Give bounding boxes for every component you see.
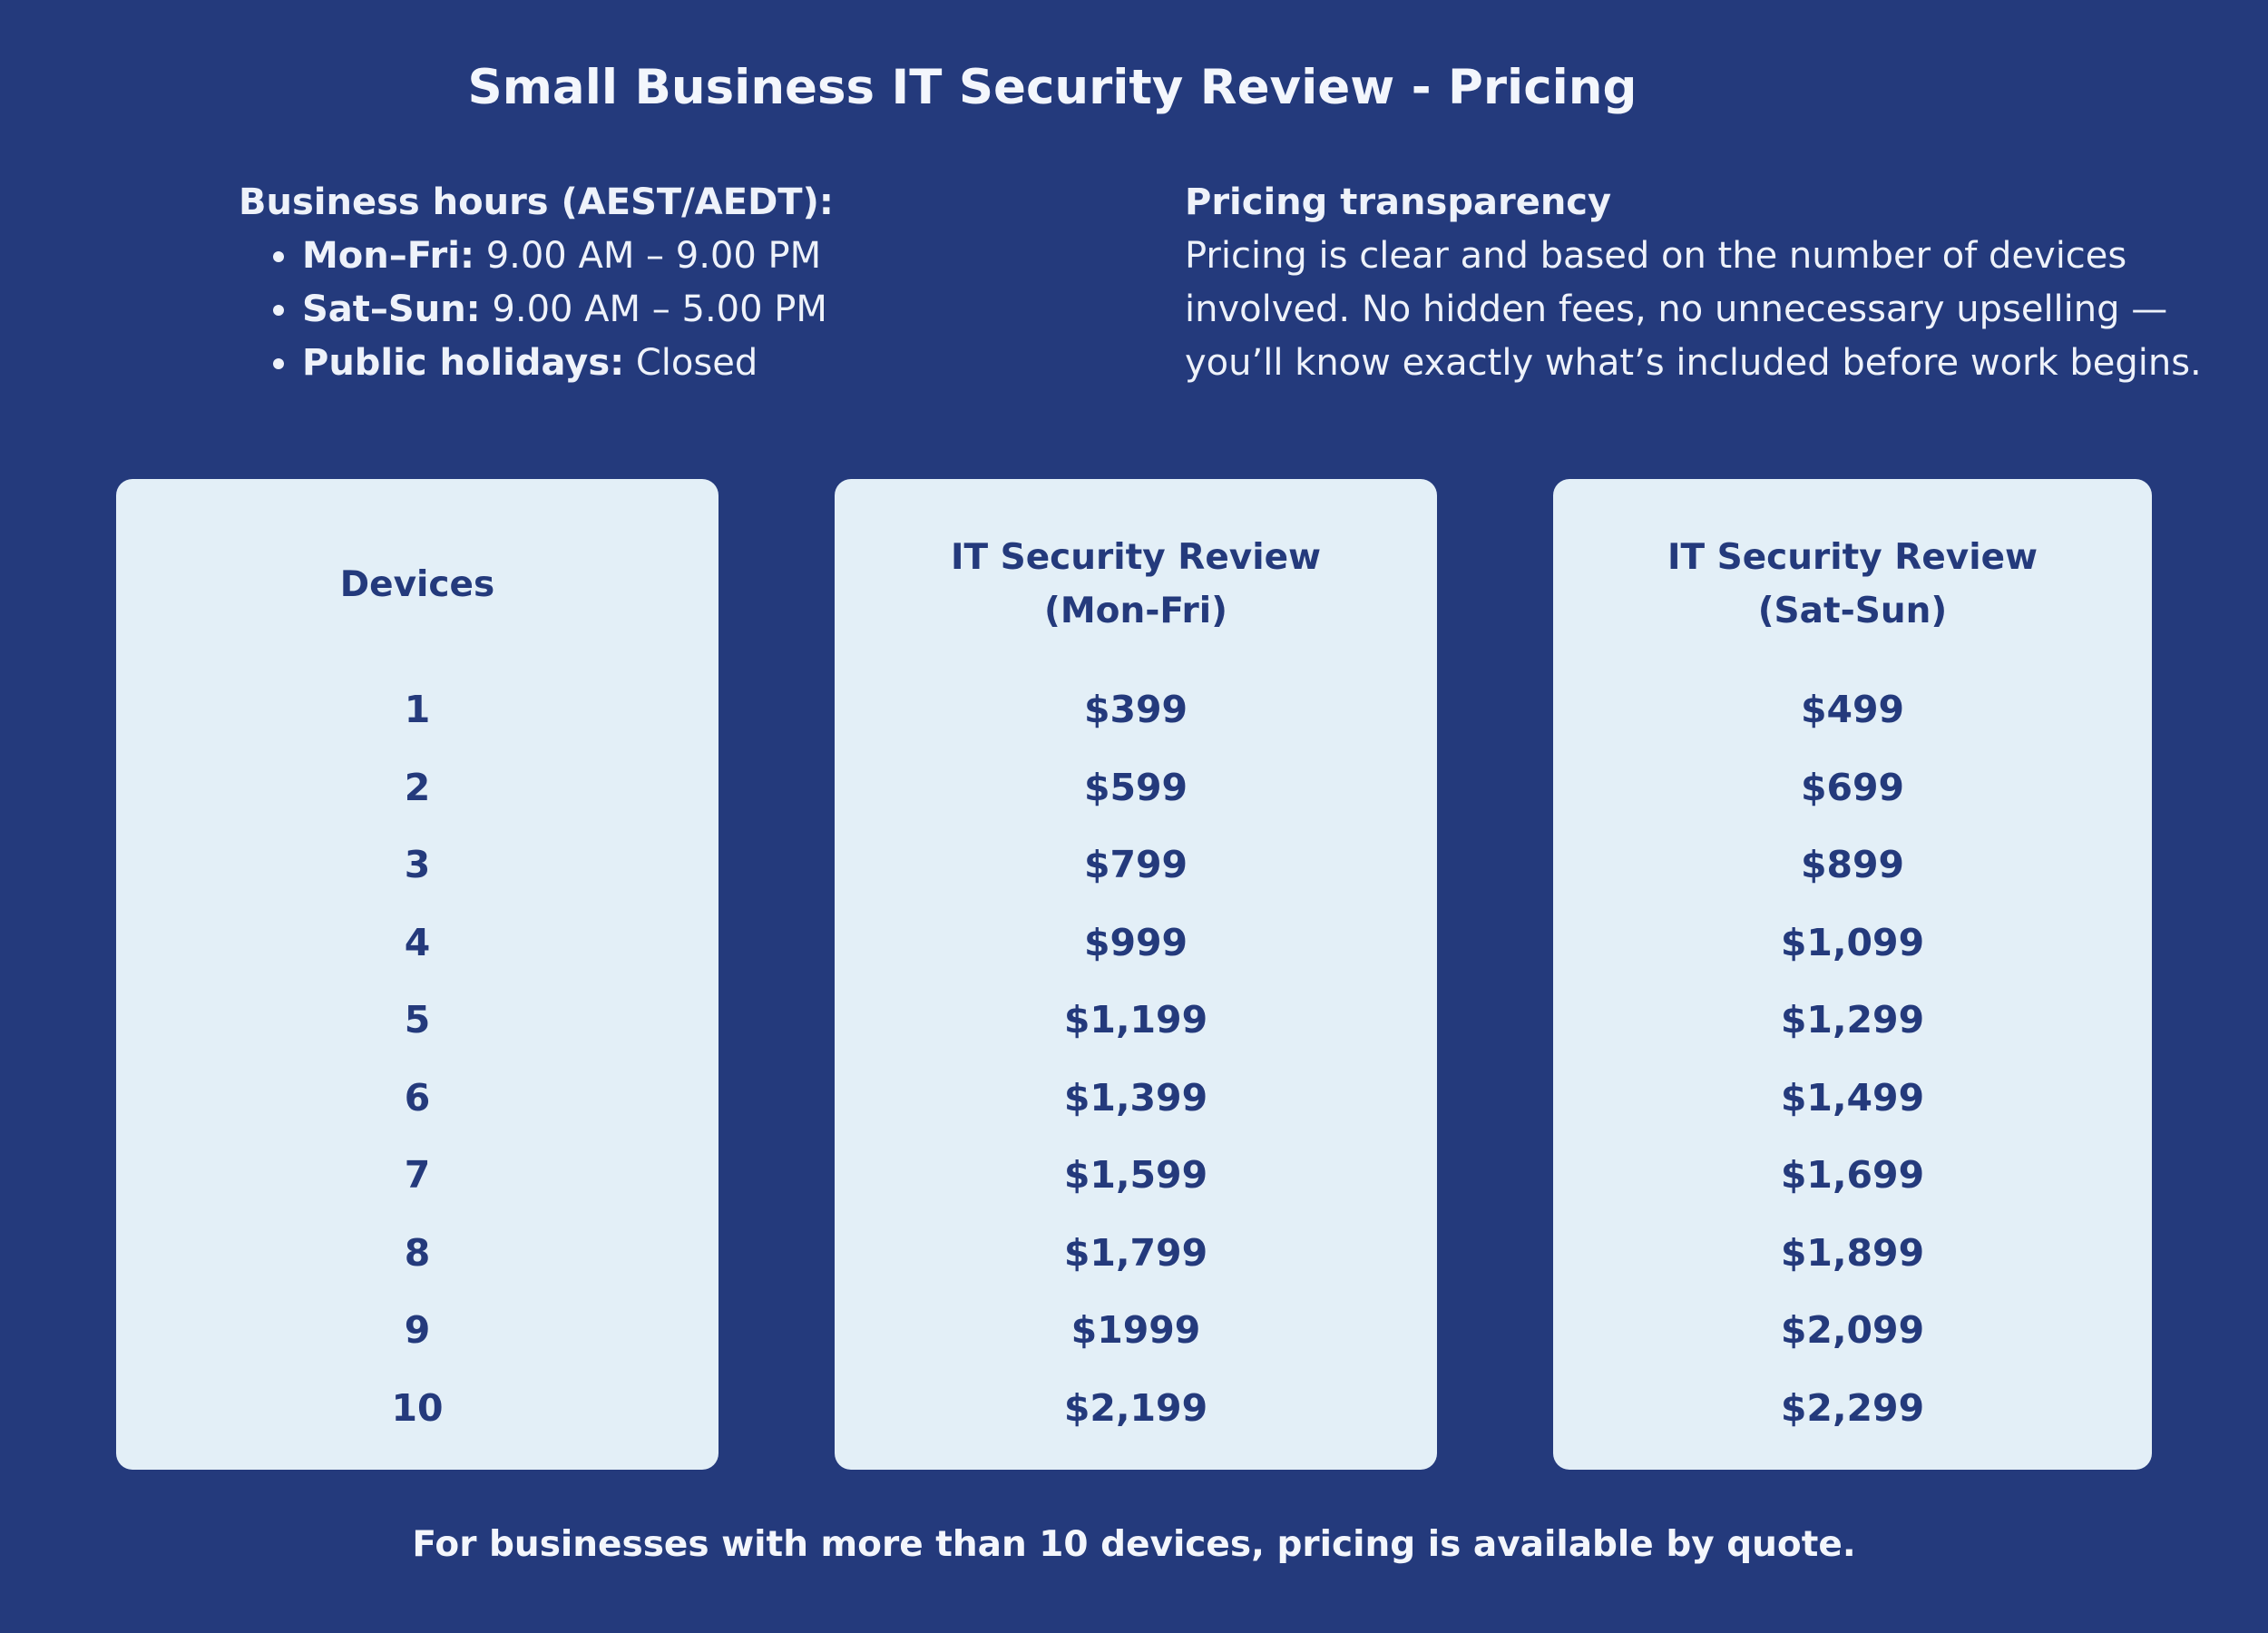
- hours-item-label: Mon–Fri:: [302, 235, 474, 277]
- weekday-price-rows: $399 $599 $799 $999 $1,199 $1,399 $1,599 $1,799…: [835, 671, 1437, 1447]
- weekend-price-cell: $899: [1800, 843, 1905, 886]
- column-header-line: (Sat-Sun): [1757, 591, 1948, 631]
- weekday-price-cell: $399: [1083, 688, 1188, 731]
- weekday-price-cell: $1999: [1070, 1308, 1201, 1352]
- device-count-cell: 4: [404, 920, 431, 964]
- device-count-cell: 6: [404, 1075, 431, 1120]
- weekend-price-cell: $1,899: [1780, 1230, 1925, 1275]
- column-header-line: IT Security Review: [1667, 537, 2038, 578]
- devices-rows: 1 2 3 4 5 6 7 8 9 10: [116, 671, 719, 1447]
- weekday-price-cell: $1,599: [1063, 1153, 1208, 1197]
- pricing-transparency: Pricing transparency Pricing is clear an…: [1185, 176, 2228, 390]
- weekend-price-cell: $1,099: [1780, 920, 1925, 964]
- devices-column-header: Devices: [116, 530, 719, 639]
- weekend-price-cell: $1,299: [1780, 998, 1925, 1041]
- weekend-price-cell: $1,699: [1780, 1153, 1925, 1197]
- hours-item-holidays: Public holidays: Closed: [273, 337, 1055, 390]
- business-hours-heading: Business hours (AEST/AEDT):: [239, 181, 834, 223]
- hours-item-weekdays: Mon–Fri: 9.00 AM – 9.00 PM: [273, 230, 1055, 283]
- hours-item-value: Closed: [635, 342, 758, 384]
- pricing-transparency-heading: Pricing transparency: [1185, 181, 1612, 223]
- weekday-price-cell: $1,399: [1063, 1075, 1208, 1120]
- device-count-cell: 5: [404, 998, 431, 1041]
- page-title: Small Business IT Security Review - Pric…: [467, 60, 1637, 115]
- weekday-column-header: IT Security Review (Mon-Fri): [835, 530, 1437, 639]
- weekend-price-cell: $699: [1800, 765, 1905, 809]
- weekday-price-cell: $1,799: [1063, 1230, 1208, 1275]
- hours-item-value: 9.00 AM – 5.00 PM: [492, 288, 827, 330]
- hours-item-weekend: Sat–Sun: 9.00 AM – 5.00 PM: [273, 283, 1055, 337]
- devices-column-card: Devices 1 2 3 4 5 6 7 8 9 10: [116, 479, 719, 1470]
- weekday-price-cell: $999: [1083, 920, 1188, 964]
- weekday-price-cell: $1,199: [1063, 998, 1208, 1041]
- weekday-price-cell: $599: [1083, 765, 1188, 809]
- business-hours-list: Mon–Fri: 9.00 AM – 9.00 PM Sat–Sun: 9.00…: [239, 230, 1055, 390]
- device-count-cell: 3: [404, 843, 431, 886]
- weekend-column-header: IT Security Review (Sat-Sun): [1553, 530, 2152, 639]
- hours-item-label: Sat–Sun:: [302, 288, 481, 330]
- weekday-price-cell: $2,199: [1063, 1385, 1208, 1430]
- hours-item-value: 9.00 AM – 9.00 PM: [485, 235, 822, 277]
- device-count-cell: 10: [391, 1385, 444, 1430]
- column-header-line: (Mon-Fri): [1044, 591, 1227, 631]
- weekday-price-card: IT Security Review (Mon-Fri) $399 $599 $79…: [835, 479, 1437, 1470]
- weekend-price-rows: $499 $699 $899 $1,099 $1,299 $1,499 $1,699 $1,8…: [1553, 671, 2152, 1447]
- hours-item-label: Public holidays:: [302, 342, 625, 384]
- device-count-cell: 9: [404, 1308, 431, 1352]
- business-hours: Business hours (AEST/AEDT): Mon–Fri: 9.0…: [239, 176, 1055, 390]
- column-header-line: Devices: [339, 563, 495, 605]
- pricing-transparency-body: Pricing is clear and based on the number…: [1185, 235, 2202, 384]
- device-count-cell: 8: [404, 1230, 431, 1275]
- device-count-cell: 1: [404, 688, 431, 731]
- weekend-price-cell: $2,099: [1780, 1308, 1925, 1352]
- weekend-price-cell: $1,499: [1780, 1075, 1925, 1120]
- device-count-cell: 7: [404, 1153, 431, 1197]
- weekend-price-cell: $2,299: [1780, 1385, 1925, 1430]
- column-header-line: IT Security Review: [950, 537, 1322, 578]
- device-count-cell: 2: [404, 765, 431, 809]
- quote-note: For businesses with more than 10 devices…: [412, 1524, 1856, 1565]
- weekend-price-cell: $499: [1800, 688, 1905, 731]
- weekday-price-cell: $799: [1083, 843, 1188, 886]
- weekend-price-card: IT Security Review (Sat-Sun) $499 $699 $89…: [1553, 479, 2152, 1470]
